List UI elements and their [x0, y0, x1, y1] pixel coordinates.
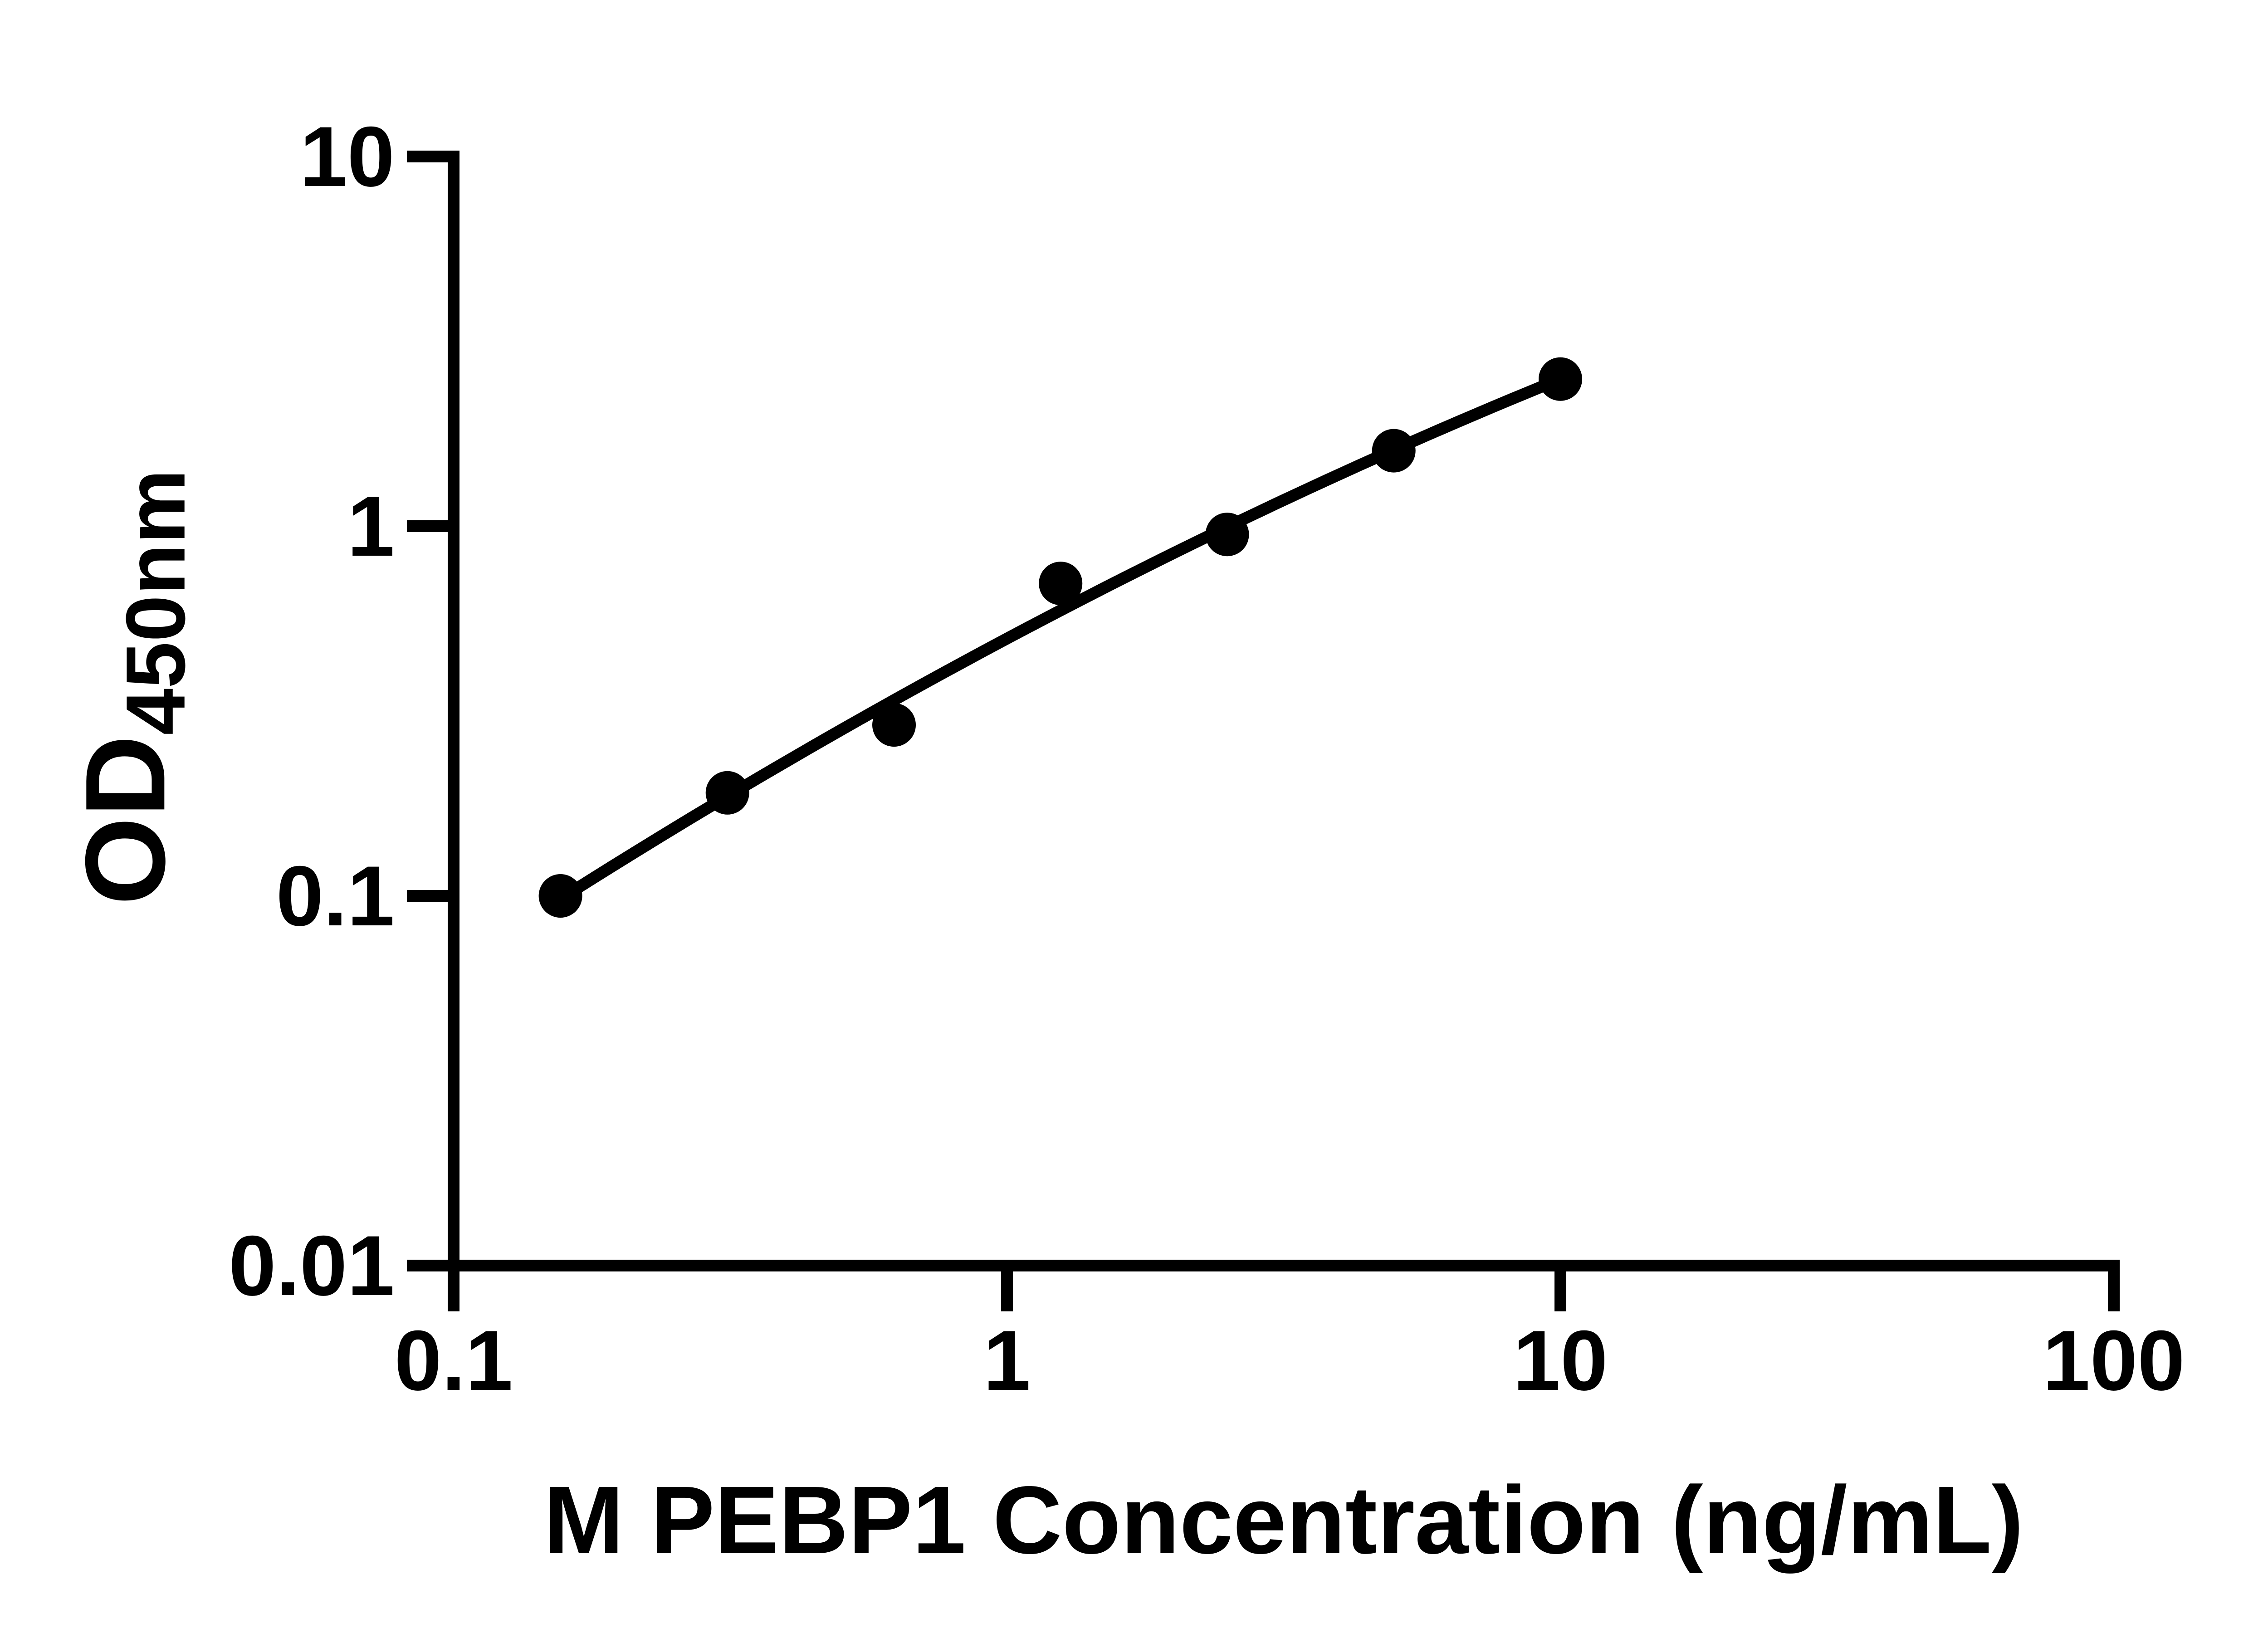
data-point-x0.625: [872, 703, 916, 747]
data-point-x1.25: [1039, 562, 1083, 606]
ticks-group: [407, 151, 2120, 1311]
y-tick-label-10: 10: [299, 109, 395, 204]
x-tick-label-0.1: 0.1: [394, 1313, 513, 1408]
y-tick-label-0.01: 0.01: [229, 1218, 395, 1313]
data-points-group: [538, 357, 1582, 918]
data-point-x2.5: [1205, 513, 1249, 557]
y-axis-title: OD450nm: [62, 469, 212, 905]
x-tick-label-10: 10: [1513, 1313, 1608, 1408]
y-tick-label-1: 1: [347, 479, 395, 574]
data-point-x5: [1372, 429, 1416, 473]
data-point-x0.156: [538, 874, 582, 918]
x-axis-title: M PEBP1 Concentration (ng/mL): [543, 1466, 2024, 1574]
x-tick-label-100: 100: [2043, 1313, 2185, 1408]
y-axis-title-main: OD: [62, 735, 189, 905]
y-axis-title-subscript: 450nm: [109, 469, 203, 735]
data-point-x10: [1539, 357, 1582, 401]
x-tick-label-1: 1: [983, 1313, 1031, 1408]
y-tick-label-0.1: 0.1: [276, 848, 395, 944]
axes-group: [448, 151, 2120, 1271]
data-point-x0.3125: [705, 771, 749, 815]
